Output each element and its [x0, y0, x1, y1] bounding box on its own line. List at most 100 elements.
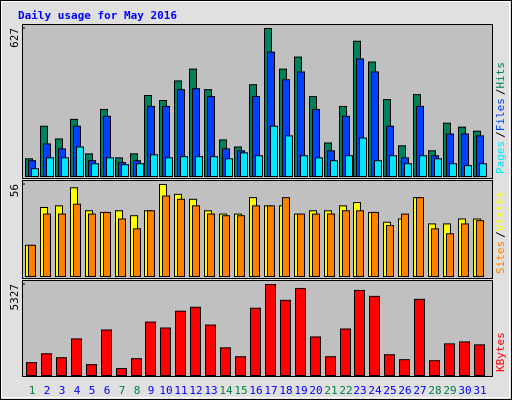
bar [449, 163, 457, 177]
bar [404, 163, 412, 177]
x-tick-label: 9 [148, 384, 155, 397]
bar [431, 228, 439, 278]
bar [280, 299, 291, 377]
bar [131, 358, 142, 377]
legend-entry: Pages [494, 141, 507, 174]
x-tick-label: 4 [74, 384, 81, 397]
y-tick-label: 56 [8, 184, 21, 197]
x-tick-label: 22 [339, 384, 352, 397]
bar [374, 160, 382, 178]
x-tick-label: 5 [89, 384, 96, 397]
bar [255, 155, 263, 178]
bar [41, 353, 52, 377]
bar [210, 156, 218, 177]
bar [327, 213, 335, 277]
bar [207, 213, 215, 277]
bar [285, 135, 293, 177]
bar [205, 324, 216, 376]
bar [76, 146, 84, 177]
bar [252, 205, 260, 278]
bar [325, 356, 336, 376]
x-tick-label: 25 [383, 384, 396, 397]
bar [145, 321, 156, 376]
bar [165, 157, 173, 178]
chart-title: Daily usage for May 2016 [18, 9, 177, 22]
legend-separator: / [494, 231, 507, 238]
bar [459, 341, 470, 376]
legend-entry: Hits [494, 62, 507, 89]
bar [222, 215, 230, 277]
bar [73, 203, 81, 277]
bar [133, 228, 141, 278]
legend: Sites /Visits [494, 192, 507, 275]
x-tick-label: 23 [353, 384, 366, 397]
legend-separator: / [494, 131, 507, 138]
x-tick-label: 2 [44, 384, 51, 397]
x-tick-label: 18 [279, 384, 292, 397]
bar [162, 195, 170, 277]
y-tick-label: 5327 [8, 284, 21, 311]
bar [265, 284, 276, 376]
x-tick-label: 16 [249, 384, 262, 397]
bar [26, 362, 37, 376]
bar [359, 137, 367, 177]
bar [160, 327, 171, 376]
bar [446, 233, 454, 278]
x-tick-label: 27 [413, 384, 426, 397]
x-tick-label: 29 [443, 384, 456, 397]
x-tick-label: 1 [29, 384, 36, 397]
bar [61, 157, 69, 178]
bar [118, 218, 126, 277]
bar [101, 329, 112, 376]
legend-entry: Visits [494, 192, 507, 232]
bar [46, 157, 54, 178]
bar [342, 210, 350, 278]
x-tick-label: 15 [234, 384, 247, 397]
legend-entry: KBytes [494, 332, 507, 372]
bar [414, 298, 425, 376]
x-tick-label: 17 [264, 384, 277, 397]
legend: KBytes [494, 332, 507, 372]
x-tick-label: 20 [309, 384, 322, 397]
bar [190, 306, 201, 376]
bar [58, 213, 66, 277]
x-tick-label: 8 [134, 384, 141, 397]
bar [195, 156, 203, 177]
bar [106, 157, 114, 178]
x-tick-label: 31 [473, 384, 486, 397]
bar [28, 244, 36, 278]
bar [267, 205, 275, 278]
bar [177, 198, 185, 278]
bar [237, 215, 245, 277]
bar [386, 225, 394, 277]
bar [389, 155, 397, 178]
bar [270, 125, 278, 177]
bar [401, 213, 409, 277]
bar [225, 158, 233, 177]
bar [476, 220, 484, 277]
legend-entry: Sites [494, 241, 507, 274]
bar [399, 359, 410, 376]
x-tick-label: 3 [59, 384, 66, 397]
x-tick-label: 7 [119, 384, 126, 397]
bar [310, 336, 321, 376]
bar [429, 360, 440, 377]
bar [86, 364, 97, 376]
bar [300, 155, 308, 178]
bar [240, 152, 248, 178]
bar [88, 213, 96, 277]
bar [150, 154, 158, 177]
bar [43, 213, 51, 277]
bar [345, 155, 353, 178]
bar [220, 347, 231, 377]
bar [419, 155, 427, 178]
bar [180, 156, 188, 177]
bar [356, 210, 364, 278]
x-tick-label: 30 [458, 384, 471, 397]
bar [340, 328, 351, 377]
x-tick-label: 26 [398, 384, 411, 397]
x-tick-label: 6 [104, 384, 111, 397]
bar [461, 223, 469, 278]
